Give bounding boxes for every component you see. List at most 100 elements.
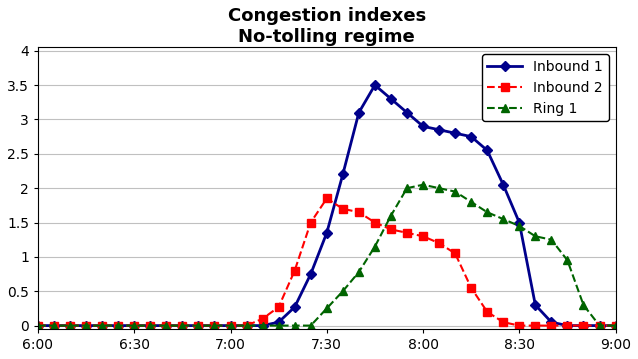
Inbound 1 <box>596 323 604 328</box>
Inbound 2 <box>500 320 507 324</box>
Ring 1 <box>163 323 170 328</box>
Ring 1 <box>547 238 555 242</box>
Inbound 1 <box>98 323 106 328</box>
Inbound 1 <box>307 272 315 276</box>
Inbound 1 <box>66 323 74 328</box>
Inbound 1 <box>226 323 234 328</box>
Inbound 1 <box>242 323 250 328</box>
Inbound 1 <box>50 323 58 328</box>
Ring 1 <box>50 323 58 328</box>
Inbound 2 <box>547 323 555 328</box>
Inbound 1 <box>419 124 427 129</box>
Inbound 2 <box>516 323 523 328</box>
Inbound 1 <box>531 303 539 307</box>
Legend: Inbound 1, Inbound 2, Ring 1: Inbound 1, Inbound 2, Ring 1 <box>482 54 609 121</box>
Inbound 2 <box>242 323 250 328</box>
Line: Inbound 2: Inbound 2 <box>34 194 619 330</box>
Inbound 2 <box>531 323 539 328</box>
Ring 1 <box>596 323 604 328</box>
Ring 1 <box>451 190 459 194</box>
Title: Congestion indexes
No-tolling regime: Congestion indexes No-tolling regime <box>228 7 426 46</box>
Ring 1 <box>531 234 539 238</box>
Inbound 1 <box>130 323 138 328</box>
Ring 1 <box>500 217 507 221</box>
Ring 1 <box>147 323 154 328</box>
Inbound 2 <box>387 227 395 232</box>
Ring 1 <box>259 323 267 328</box>
Ring 1 <box>114 323 122 328</box>
Ring 1 <box>355 270 362 274</box>
Inbound 1 <box>563 323 571 328</box>
Inbound 1 <box>195 323 202 328</box>
Inbound 1 <box>291 305 299 309</box>
Inbound 2 <box>130 323 138 328</box>
Inbound 2 <box>307 220 315 225</box>
Ring 1 <box>612 323 619 328</box>
Inbound 1 <box>547 320 555 324</box>
Ring 1 <box>307 323 315 328</box>
Inbound 1 <box>34 323 42 328</box>
Inbound 2 <box>580 323 588 328</box>
Ring 1 <box>226 323 234 328</box>
Inbound 2 <box>484 310 491 314</box>
Inbound 1 <box>355 111 362 115</box>
Ring 1 <box>563 258 571 262</box>
Ring 1 <box>66 323 74 328</box>
Inbound 1 <box>580 323 588 328</box>
Line: Inbound 1: Inbound 1 <box>34 81 619 329</box>
Inbound 2 <box>403 231 411 235</box>
Inbound 2 <box>451 251 459 256</box>
Inbound 1 <box>82 323 90 328</box>
Ring 1 <box>419 183 427 187</box>
Ring 1 <box>484 210 491 214</box>
Inbound 2 <box>419 234 427 238</box>
Inbound 1 <box>612 323 619 328</box>
Ring 1 <box>82 323 90 328</box>
Inbound 2 <box>355 210 362 214</box>
Inbound 2 <box>226 323 234 328</box>
Inbound 1 <box>323 231 330 235</box>
Ring 1 <box>323 306 330 311</box>
Inbound 1 <box>500 183 507 187</box>
Inbound 1 <box>114 323 122 328</box>
Inbound 2 <box>339 207 346 211</box>
Inbound 2 <box>195 323 202 328</box>
Inbound 1 <box>371 83 379 87</box>
Ring 1 <box>195 323 202 328</box>
Inbound 1 <box>211 323 218 328</box>
Ring 1 <box>580 303 588 307</box>
Inbound 2 <box>259 317 267 321</box>
Inbound 2 <box>98 323 106 328</box>
Inbound 1 <box>484 148 491 153</box>
Inbound 2 <box>612 323 619 328</box>
Inbound 2 <box>179 323 186 328</box>
Ring 1 <box>242 323 250 328</box>
Ring 1 <box>130 323 138 328</box>
Line: Ring 1: Ring 1 <box>34 181 619 330</box>
Ring 1 <box>34 323 42 328</box>
Inbound 2 <box>50 323 58 328</box>
Inbound 2 <box>371 220 379 225</box>
Ring 1 <box>98 323 106 328</box>
Ring 1 <box>291 323 299 328</box>
Inbound 2 <box>291 269 299 273</box>
Inbound 1 <box>403 111 411 115</box>
Inbound 1 <box>387 97 395 101</box>
Ring 1 <box>339 289 346 293</box>
Ring 1 <box>516 224 523 228</box>
Inbound 1 <box>435 127 443 132</box>
Inbound 1 <box>339 172 346 177</box>
Ring 1 <box>371 244 379 249</box>
Inbound 1 <box>163 323 170 328</box>
Inbound 2 <box>275 305 283 309</box>
Inbound 2 <box>467 286 475 290</box>
Ring 1 <box>403 186 411 190</box>
Ring 1 <box>275 323 283 328</box>
Ring 1 <box>467 200 475 204</box>
Ring 1 <box>211 323 218 328</box>
Inbound 1 <box>451 131 459 135</box>
Inbound 2 <box>82 323 90 328</box>
Inbound 2 <box>163 323 170 328</box>
Inbound 1 <box>516 220 523 225</box>
Inbound 1 <box>147 323 154 328</box>
